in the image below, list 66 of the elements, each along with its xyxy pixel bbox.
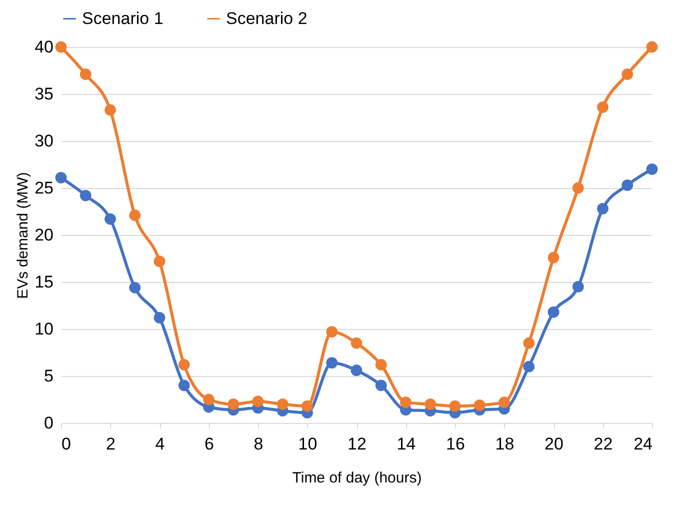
point [154, 256, 166, 268]
point [523, 360, 535, 372]
point [646, 164, 658, 175]
point [55, 41, 67, 53]
point [80, 68, 92, 80]
y-tick-label: 5 [44, 366, 54, 386]
point [548, 306, 560, 318]
point [597, 101, 608, 113]
point [474, 399, 486, 411]
point [252, 396, 264, 408]
point [178, 359, 190, 370]
point [523, 337, 535, 349]
point [326, 326, 338, 338]
x-tick-label: 22 [594, 434, 613, 454]
point [276, 398, 288, 410]
legend-label: Scenario 1 [82, 8, 164, 28]
point [375, 380, 387, 392]
y-tick-label: 10 [34, 320, 54, 338]
point [597, 202, 608, 214]
point [80, 190, 92, 202]
point [449, 400, 461, 412]
point [646, 41, 658, 53]
point [203, 394, 214, 406]
y-tick-label: 35 [34, 84, 54, 104]
y-tick-label: 0 [44, 414, 54, 432]
point [350, 337, 362, 349]
x-tick-label: 4 [155, 434, 165, 454]
point [424, 398, 436, 410]
x-tick-label: 12 [348, 434, 366, 454]
point [129, 210, 141, 221]
point [228, 398, 240, 410]
point [178, 380, 190, 392]
point [622, 68, 634, 80]
x-tick-label: 24 [634, 434, 652, 454]
point [104, 104, 116, 116]
point [572, 281, 584, 292]
point [375, 359, 387, 370]
x-tick-label: 16 [446, 434, 465, 454]
point [622, 179, 634, 191]
point [350, 364, 362, 376]
x-tick-label: 2 [106, 434, 116, 454]
x-tick-label: 6 [204, 434, 214, 454]
y-tick-label: 20 [34, 226, 54, 244]
point [548, 252, 560, 264]
point [498, 396, 510, 408]
legend-label: Scenario 2 [226, 8, 308, 28]
point [302, 400, 313, 412]
x-tick-label: 14 [396, 434, 416, 454]
x-axis-title: Time of day (hours) [292, 470, 422, 486]
x-tick-label: 20 [544, 434, 564, 454]
point [326, 357, 338, 369]
point [154, 312, 166, 324]
point [129, 282, 141, 294]
y-tick-label: 25 [34, 178, 54, 198]
y-tick-label: 15 [34, 272, 54, 292]
x-tick-label: 8 [254, 434, 264, 454]
point [104, 213, 116, 225]
point [55, 172, 67, 184]
x-tick-label: 18 [495, 434, 514, 454]
point [572, 182, 584, 194]
x-tick-label: 10 [298, 434, 318, 454]
y-axis-title: EVs demand (MW) [14, 172, 32, 299]
x-tick-label: 0 [62, 434, 71, 454]
point [400, 396, 412, 408]
y-tick-label: 30 [34, 132, 54, 150]
y-tick-label: 40 [34, 38, 54, 56]
